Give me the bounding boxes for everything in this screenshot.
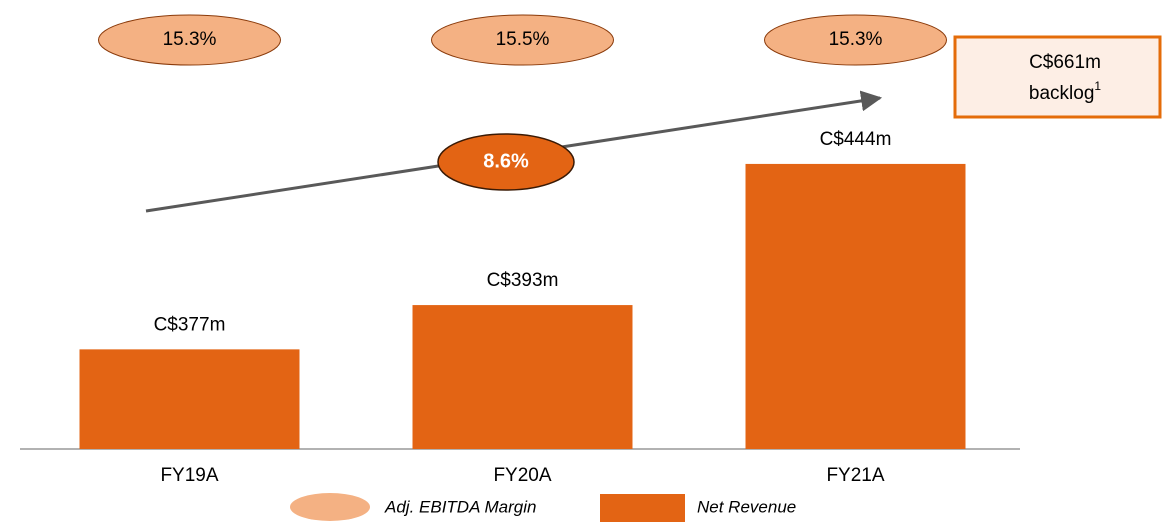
x-tick-label: FY20A (493, 465, 551, 486)
legend-label: Adj. EBITDA Margin (384, 497, 536, 516)
legend-label: Net Revenue (697, 497, 796, 516)
backlog-value: C$661m (1029, 52, 1101, 73)
bar (412, 305, 633, 449)
bar-value-label: C$393m (487, 270, 559, 291)
x-tick-label: FY21A (826, 465, 884, 486)
margin-bubble (98, 14, 281, 66)
bar-value-label: C$377m (154, 314, 226, 335)
margin-bubble (764, 14, 947, 66)
backlog-box (953, 35, 1162, 119)
x-tick-label: FY19A (160, 465, 218, 486)
cagr-bubble (437, 133, 575, 191)
margin-label: 15.5% (496, 29, 550, 50)
margin-label: 15.3% (163, 29, 217, 50)
margin-bubble (431, 14, 614, 66)
cagr-label: 8.6% (483, 150, 529, 172)
bar-value-label: C$444m (820, 129, 892, 150)
footnote: 1 (1094, 79, 1101, 93)
legend-swatch (600, 494, 685, 522)
legend-swatch (290, 493, 370, 521)
backlog-label: backlog (1029, 83, 1095, 104)
backlog-text: backlog1 (1029, 79, 1102, 104)
bar (745, 163, 966, 449)
margin-label: 15.3% (829, 29, 883, 50)
bar (79, 349, 300, 449)
